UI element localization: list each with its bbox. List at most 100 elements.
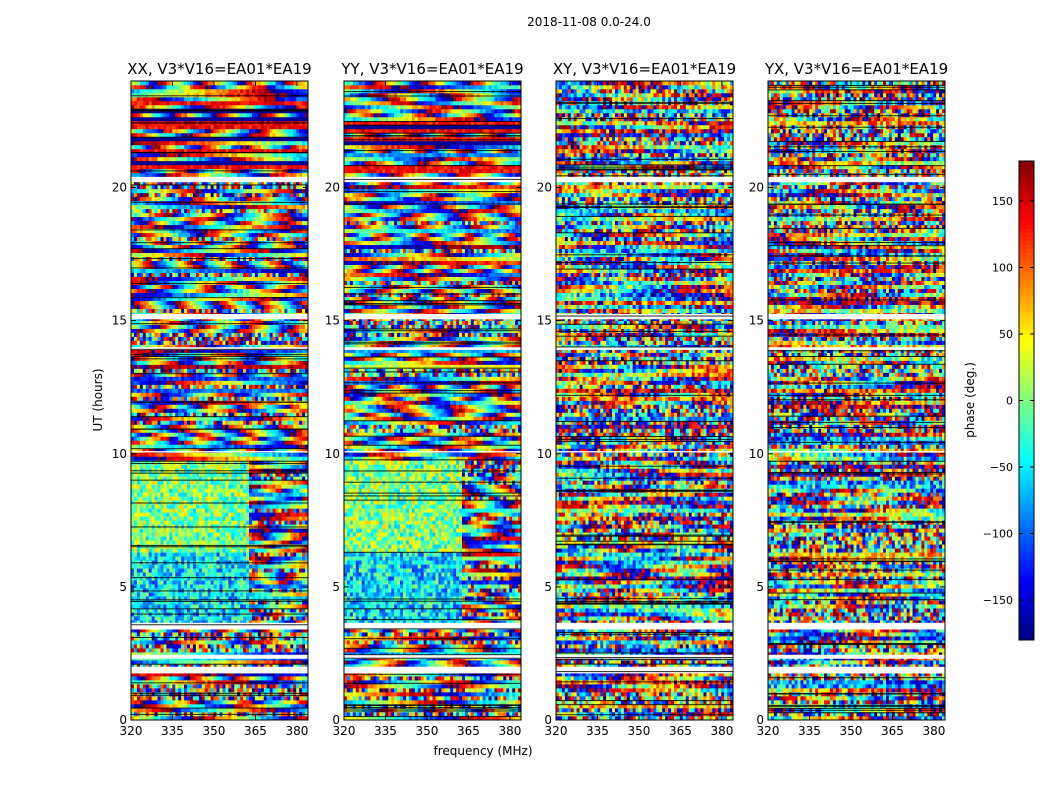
colorbar-segment — [1019, 588, 1034, 593]
x-tick-label: 350 — [416, 724, 439, 738]
x-tick-label: 380 — [710, 724, 733, 738]
x-tick-label: 335 — [161, 724, 184, 738]
y-tick-label: 10 — [537, 447, 552, 461]
colorbar-segment — [1019, 464, 1034, 469]
axes-frame — [343, 80, 522, 721]
panel-yy: YY, V3*V16=EA01*EA19 320 335 350 365 380 0 5 10 1… — [325, 60, 524, 738]
y-tick-label: 10 — [112, 447, 127, 461]
y-tick-label: 15 — [325, 314, 340, 328]
colorbar-segment — [1019, 572, 1034, 577]
y-tick-label: 20 — [325, 181, 340, 195]
colorbar-segment — [1019, 492, 1034, 497]
heatmap-image — [131, 81, 308, 720]
colorbar-segment — [1019, 168, 1034, 174]
colorbar: −150 −100 −50 0 50 100 150 — [983, 160, 1035, 641]
colorbar-segment — [1019, 612, 1034, 617]
colorbar-segment — [1019, 164, 1034, 170]
colorbar-segment — [1019, 604, 1034, 609]
y-tick-label: 20 — [537, 181, 552, 195]
colorbar-segment — [1019, 364, 1034, 370]
colorbar-segment — [1019, 200, 1034, 206]
colorbar-segment — [1019, 161, 1034, 166]
y-tick-label: 5 — [119, 580, 127, 594]
colorbar-segment — [1019, 216, 1034, 222]
colorbar-segment — [1019, 532, 1034, 537]
axes-frame — [555, 80, 734, 721]
colorbar-segment — [1019, 560, 1034, 565]
colorbar-segment — [1019, 212, 1034, 218]
suptitle: 2018-11-08 0.0-24.0 — [527, 15, 651, 29]
colorbar-segment — [1019, 316, 1034, 322]
panel-title: YX, V3*V16=EA01*EA19 — [764, 60, 948, 78]
colorbar-segment — [1019, 172, 1034, 178]
colorbar-segment — [1019, 376, 1034, 382]
colorbar-segment — [1019, 460, 1034, 465]
x-tick-label: 320 — [333, 724, 356, 738]
colorbar-segment — [1019, 360, 1034, 366]
colorbar-tick-label: −150 — [983, 594, 1013, 607]
y-tick-label: 5 — [544, 580, 552, 594]
colorbar-segment — [1019, 484, 1034, 489]
x-tick-label: 350 — [203, 724, 226, 738]
colorbar-segment — [1019, 580, 1034, 585]
colorbar-segment — [1019, 552, 1034, 557]
axes-frame — [130, 80, 309, 721]
colorbar-segment — [1019, 476, 1034, 481]
colorbar-segment — [1019, 592, 1034, 597]
colorbar-segment — [1019, 472, 1034, 477]
colorbar-segment — [1019, 328, 1034, 334]
colorbar-segment — [1019, 344, 1034, 350]
colorbar-segment — [1019, 632, 1034, 637]
colorbar-segment — [1019, 412, 1034, 417]
colorbar-segment — [1019, 636, 1034, 641]
panel-yx: YX, V3*V16=EA01*EA19 320 335 350 365 380 0 5 10 1… — [749, 60, 948, 738]
colorbar-segment — [1019, 276, 1034, 282]
colorbar-segment — [1019, 564, 1034, 569]
colorbar-segment — [1019, 380, 1034, 386]
colorbar-segment — [1019, 500, 1034, 505]
y-tick-label: 5 — [332, 580, 340, 594]
colorbar-segment — [1019, 308, 1034, 314]
colorbar-segment — [1019, 272, 1034, 278]
colorbar-segment — [1019, 576, 1034, 581]
colorbar-segment — [1019, 496, 1034, 501]
colorbar-segment — [1019, 296, 1034, 302]
colorbar-segment — [1019, 352, 1034, 358]
colorbar-segment — [1019, 340, 1034, 346]
colorbar-segment — [1019, 312, 1034, 318]
colorbar-segment — [1019, 196, 1034, 202]
colorbar-tick-label: 50 — [999, 328, 1013, 341]
colorbar-tick-label: 100 — [992, 261, 1013, 274]
colorbar-segment — [1019, 608, 1034, 613]
colorbar-segment — [1019, 388, 1034, 394]
colorbar-segment — [1019, 436, 1034, 441]
colorbar-segment — [1019, 280, 1034, 286]
y-tick-label: 15 — [537, 314, 552, 328]
colorbar-segment — [1019, 480, 1034, 485]
colorbar-segment — [1019, 176, 1034, 182]
colorbar-tick-label: 0 — [1006, 395, 1013, 408]
colorbar-segment — [1019, 332, 1034, 338]
colorbar-segment — [1019, 536, 1034, 541]
colorbar-segment — [1019, 504, 1034, 509]
colorbar-segment — [1019, 528, 1034, 533]
x-tick-label: 365 — [244, 724, 267, 738]
colorbar-segment — [1019, 596, 1034, 601]
colorbar-tick-label: −100 — [983, 528, 1013, 541]
colorbar-segment — [1019, 300, 1034, 306]
x-tick-label: 320 — [545, 724, 568, 738]
colorbar-segment — [1019, 568, 1034, 573]
y-tick-label: 0 — [332, 713, 340, 727]
colorbar-segment — [1019, 192, 1034, 198]
colorbar-segment — [1019, 384, 1034, 390]
colorbar-segment — [1019, 372, 1034, 378]
y-tick-label: 0 — [756, 713, 764, 727]
colorbar-segment — [1019, 304, 1034, 310]
colorbar-segment — [1019, 336, 1034, 342]
panels: XX, V3*V16=EA01*EA19 320 335 350 365 380 0 5 10 1… — [112, 60, 948, 738]
colorbar-segment — [1019, 416, 1034, 421]
colorbar-segment — [1019, 428, 1034, 433]
colorbar-segment — [1019, 524, 1034, 529]
colorbar-segment — [1019, 404, 1034, 409]
colorbar-segment — [1019, 520, 1034, 525]
